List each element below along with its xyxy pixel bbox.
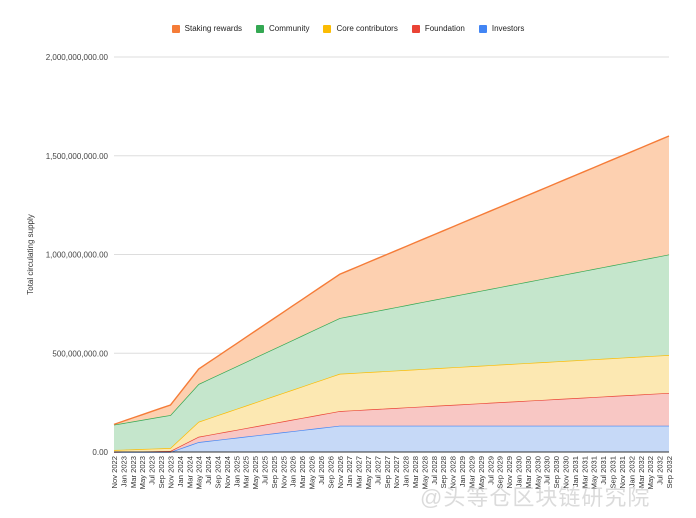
legend-swatch bbox=[478, 24, 487, 33]
legend-swatch bbox=[256, 24, 265, 33]
x-tick-label: Jul 2026 bbox=[317, 456, 326, 485]
x-tick-label: May 2027 bbox=[364, 456, 373, 489]
x-tick-label: Jan 2031 bbox=[571, 456, 580, 487]
x-tick-label: May 2029 bbox=[477, 456, 486, 489]
x-tick-label: Nov 2029 bbox=[505, 456, 514, 489]
x-tick-label: Jul 2028 bbox=[430, 456, 439, 485]
y-tick-label: 1,500,000,000.00 bbox=[46, 152, 109, 161]
x-tick-label: Sep 2024 bbox=[213, 456, 222, 489]
x-tick-label: Sep 2027 bbox=[383, 456, 392, 489]
legend-label: Foundation bbox=[424, 24, 465, 33]
area-community bbox=[114, 254, 669, 451]
chart-legend: Staking rewards Community Core contributor… bbox=[0, 24, 696, 33]
x-tick-label: Mar 2029 bbox=[467, 456, 476, 488]
x-tick-label: Nov 2022 bbox=[110, 456, 119, 489]
x-tick-label: Jan 2030 bbox=[514, 456, 523, 487]
x-tick-label: Mar 2032 bbox=[637, 456, 646, 488]
x-tick-label: Nov 2026 bbox=[336, 456, 345, 489]
y-tick-label: 2,000,000,000.00 bbox=[46, 53, 109, 62]
y-axis-title: Total circulating supply bbox=[26, 214, 35, 294]
x-tick-label: May 2032 bbox=[646, 456, 655, 489]
x-tick-label: Jan 2025 bbox=[232, 456, 241, 487]
x-tick-label: Sep 2023 bbox=[157, 456, 166, 489]
x-tick-label: Mar 2026 bbox=[298, 456, 307, 488]
x-tick-label: May 2030 bbox=[533, 456, 542, 489]
area-foundation bbox=[114, 392, 669, 452]
x-tick-label: Jul 2027 bbox=[373, 456, 382, 485]
y-tick-label: 1,000,000,000.00 bbox=[46, 251, 109, 260]
x-tick-label: Sep 2031 bbox=[609, 456, 618, 489]
x-tick-label: Jan 2026 bbox=[289, 456, 298, 487]
x-tick-label: Mar 2024 bbox=[185, 456, 194, 488]
y-tick-label: 0.00 bbox=[92, 448, 108, 457]
x-tick-label: Jan 2024 bbox=[176, 456, 185, 487]
legend-swatch bbox=[171, 24, 180, 33]
x-tick-label: Sep 2028 bbox=[439, 456, 448, 489]
legend-label: Community bbox=[269, 24, 310, 33]
x-tick-label: Jul 2024 bbox=[204, 456, 213, 485]
x-tick-label: May 2031 bbox=[590, 456, 599, 489]
x-tick-label: Mar 2028 bbox=[411, 456, 420, 488]
x-tick-label: May 2025 bbox=[251, 456, 260, 489]
x-tick-label: Jul 2030 bbox=[543, 456, 552, 485]
legend-item[interactable]: Investors bbox=[478, 24, 525, 33]
legend-label: Investors bbox=[491, 24, 525, 33]
x-tick-label: Jul 2023 bbox=[148, 456, 157, 485]
x-tick-label: Mar 2027 bbox=[355, 456, 364, 488]
area-core-contributors bbox=[114, 355, 669, 452]
x-tick-label: Jan 2028 bbox=[402, 456, 411, 487]
x-tick-label: Jan 2029 bbox=[458, 456, 467, 487]
x-tick-label: Nov 2025 bbox=[279, 456, 288, 489]
x-tick-label: Jul 2025 bbox=[261, 456, 270, 485]
x-tick-label: Mar 2030 bbox=[524, 456, 533, 488]
x-tick-label: Mar 2023 bbox=[129, 456, 138, 488]
x-tick-label: May 2023 bbox=[138, 456, 147, 489]
area-investors bbox=[114, 425, 669, 452]
x-tick-label: May 2026 bbox=[308, 456, 317, 489]
legend-item[interactable]: Community bbox=[256, 24, 309, 33]
legend-item[interactable]: Core contributors bbox=[323, 24, 398, 33]
x-tick-label: Nov 2023 bbox=[166, 456, 175, 489]
x-tick-label: Sep 2032 bbox=[665, 456, 674, 489]
x-tick-label: Jan 2023 bbox=[119, 456, 128, 487]
legend-label: Core contributors bbox=[336, 24, 398, 33]
x-tick-label: Jul 2032 bbox=[656, 456, 665, 485]
x-tick-label: Nov 2024 bbox=[223, 456, 232, 489]
x-tick-label: Sep 2030 bbox=[552, 456, 561, 489]
x-tick-label: May 2024 bbox=[195, 456, 204, 489]
x-tick-label: Nov 2030 bbox=[562, 456, 571, 489]
legend-label: Staking rewards bbox=[184, 24, 243, 33]
x-tick-label: Nov 2028 bbox=[449, 456, 458, 489]
legend-item[interactable]: Staking rewards bbox=[171, 24, 243, 33]
area-staking-rewards bbox=[114, 136, 669, 425]
x-tick-label: Nov 2027 bbox=[392, 456, 401, 489]
x-tick-label: Nov 2031 bbox=[618, 456, 627, 489]
legend-swatch bbox=[323, 24, 332, 33]
line-staking-rewards bbox=[113, 135, 670, 426]
x-tick-label: Jan 2032 bbox=[627, 456, 636, 487]
y-tick-label: 500,000,000.00 bbox=[52, 349, 108, 358]
legend-item[interactable]: Foundation bbox=[411, 24, 465, 33]
x-tick-label: May 2028 bbox=[420, 456, 429, 489]
x-tick-label: Jul 2029 bbox=[486, 456, 495, 485]
x-tick-label: Sep 2025 bbox=[270, 456, 279, 489]
x-tick-label: Sep 2029 bbox=[496, 456, 505, 489]
legend-swatch bbox=[411, 24, 420, 33]
x-tick-label: Mar 2031 bbox=[580, 456, 589, 488]
watermark: @头等仓区块链研究院 bbox=[420, 485, 651, 510]
x-tick-label: Sep 2026 bbox=[326, 456, 335, 489]
x-tick-label: Jul 2031 bbox=[599, 456, 608, 485]
x-tick-label: Mar 2025 bbox=[242, 456, 251, 488]
x-tick-label: Jan 2027 bbox=[345, 456, 354, 487]
